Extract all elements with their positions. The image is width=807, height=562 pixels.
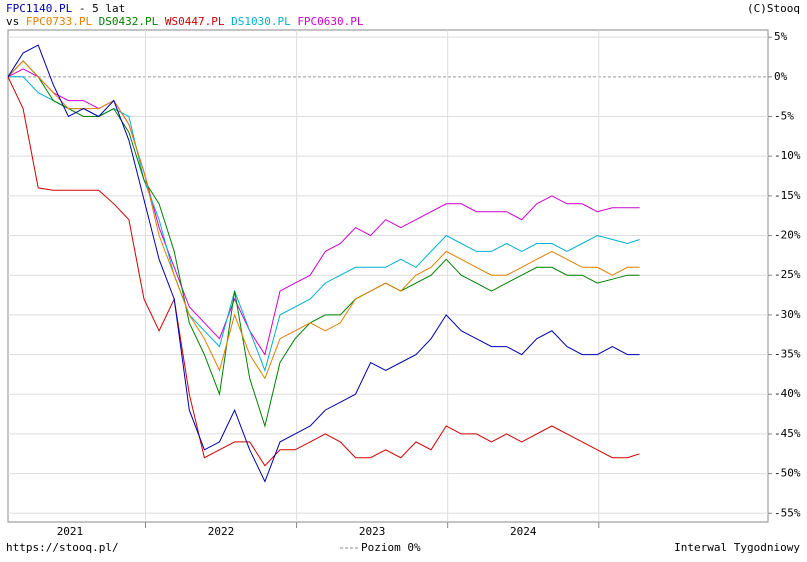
y-tick-label: -10% bbox=[774, 149, 801, 162]
zero-line-label: Poziom 0% bbox=[361, 541, 421, 554]
y-tick-label: -55% bbox=[774, 506, 801, 519]
legend-entry: DS0432.PL bbox=[99, 15, 159, 28]
copyright: (C)Stooq bbox=[747, 2, 800, 15]
plot-area bbox=[7, 29, 769, 523]
series-line bbox=[7, 76, 640, 467]
y-tick-label: -15% bbox=[774, 189, 801, 202]
y-tick-label: -40% bbox=[774, 387, 801, 400]
y-tick-label: 0% bbox=[774, 70, 788, 83]
x-tick-label: 2023 bbox=[359, 525, 386, 538]
compare-label: vs bbox=[6, 15, 19, 28]
legend-entry: FPC0733.PL bbox=[26, 15, 93, 28]
legend-entry: FPC0630.PL bbox=[297, 15, 364, 28]
x-tick-label: 2022 bbox=[208, 525, 235, 538]
y-tick-label: -20% bbox=[774, 229, 801, 242]
series-line bbox=[7, 44, 640, 483]
series-line bbox=[7, 60, 640, 428]
x-tick-label: 2024 bbox=[510, 525, 537, 538]
y-tick-label: -25% bbox=[774, 268, 801, 281]
interval-label: Interwal Tygodniowy bbox=[674, 541, 800, 554]
x-tick-label: 2021 bbox=[57, 525, 84, 538]
y-tick-label: 5% bbox=[774, 30, 788, 43]
legend: vs FPC0733.PL DS0432.PL WS0447.PL DS1030.PL F… bbox=[6, 15, 364, 28]
legend-entry: DS1030.PL bbox=[231, 15, 291, 28]
y-tick-label: -50% bbox=[774, 467, 801, 480]
y-tick-label: -35% bbox=[774, 348, 801, 361]
y-tick-label: -5% bbox=[774, 109, 794, 122]
y-tick-label: -45% bbox=[774, 427, 801, 440]
period: - 5 lat bbox=[79, 2, 125, 15]
source: https://stooq.pl/ bbox=[6, 541, 119, 554]
legend-entry: WS0447.PL bbox=[165, 15, 225, 28]
main-series-name: FPC1140.PL bbox=[6, 2, 73, 15]
chart-title: FPC1140.PL - 5 lat bbox=[6, 2, 125, 15]
y-tick-label: -30% bbox=[774, 308, 801, 321]
